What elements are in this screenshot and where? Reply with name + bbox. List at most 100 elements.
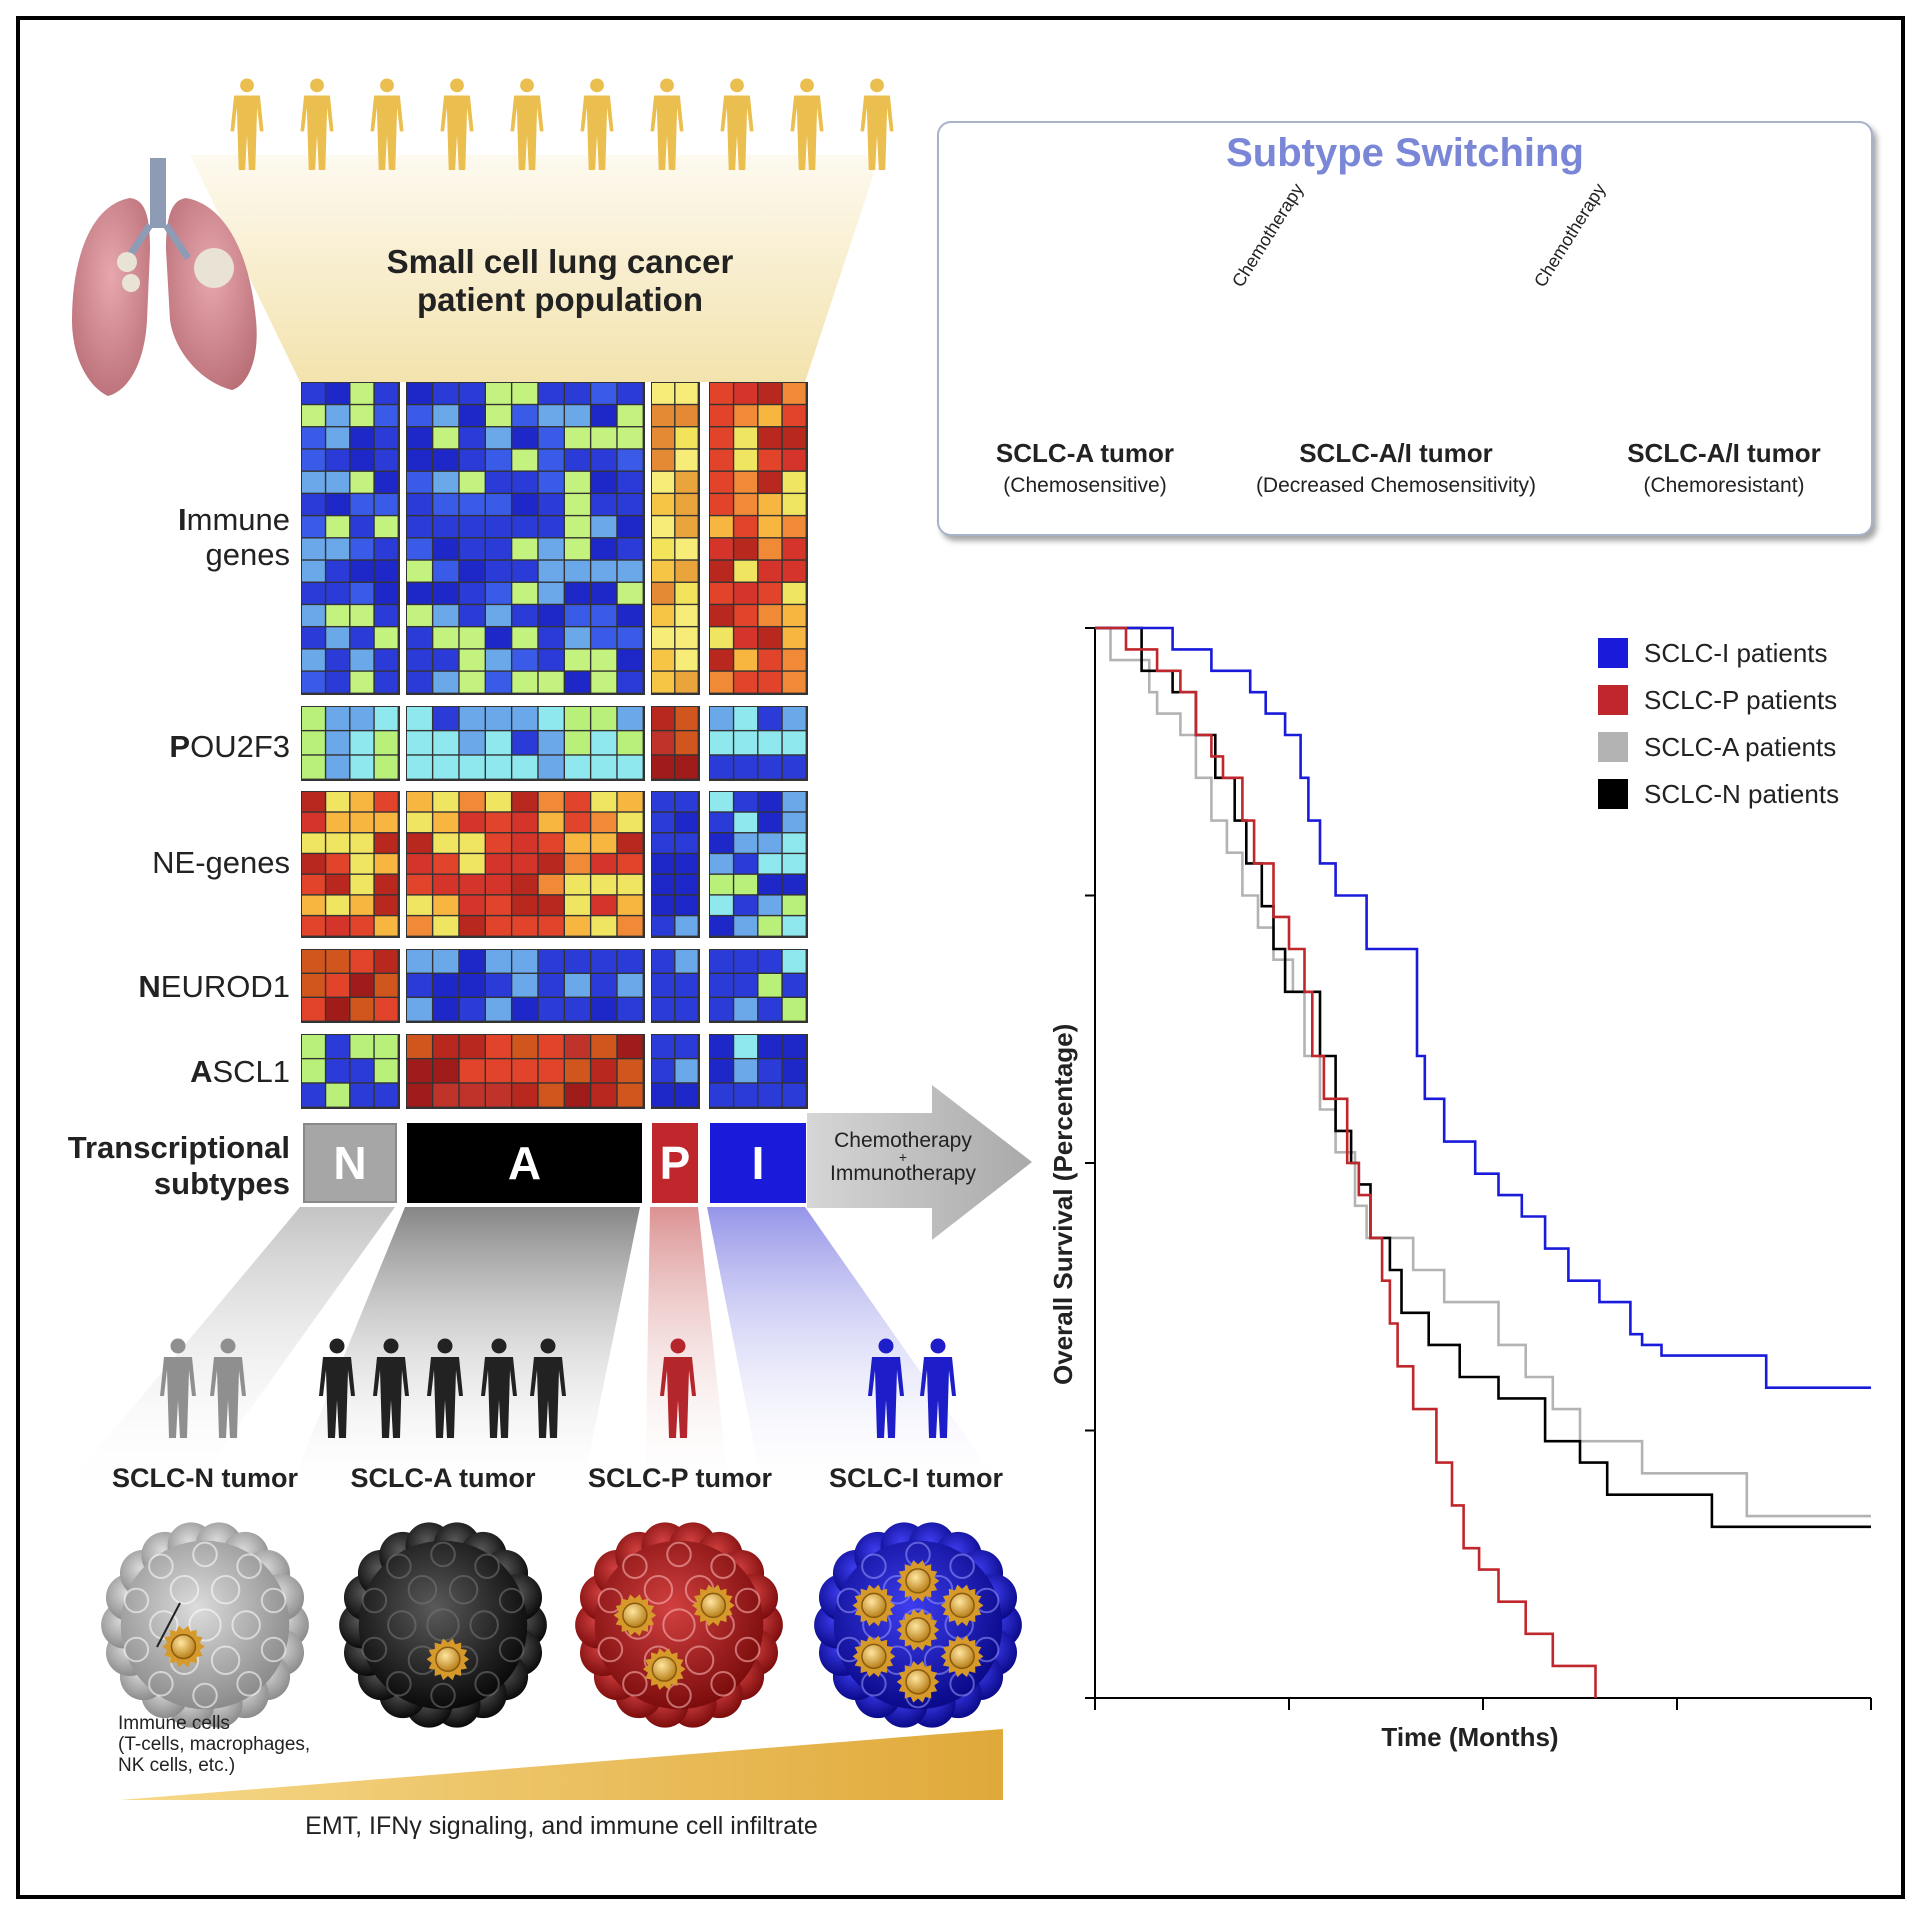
heatmap-cell (617, 731, 643, 755)
heatmap-cell (512, 1035, 538, 1058)
heatmap-cell (512, 627, 538, 649)
immune-note-line3: NK cells, etc.) (118, 1755, 236, 1776)
row-label-ne-genes: NE-genes (10, 845, 290, 881)
heatmap-cell (734, 916, 758, 936)
row-label-ascl1-rest: SCL1 (212, 1054, 290, 1089)
patient-figure-p (660, 1338, 696, 1438)
lungs-icon (72, 158, 257, 396)
heatmap-cell (782, 449, 806, 471)
heatmap-cell (758, 560, 782, 582)
heatmap-cell (538, 582, 564, 604)
heatmap-cell (617, 874, 643, 895)
heatmap-cell (591, 1059, 617, 1083)
heatmap-cell (734, 516, 758, 538)
heatmap-cell (459, 812, 485, 833)
heatmap-cell (782, 582, 806, 604)
heatmap-cell (758, 950, 782, 973)
heatmap-cell (459, 494, 485, 515)
heatmap-cell (407, 895, 432, 915)
heatmap-cell (407, 649, 432, 671)
heatmap-cell (433, 916, 459, 936)
heatmap-cell (459, 649, 485, 671)
heatmap-cell (758, 1035, 782, 1058)
y-axis-label: Overall Survival (Percentage) (1048, 1023, 1078, 1385)
heatmap-cell (565, 1059, 590, 1083)
heatmap-cell (538, 874, 564, 895)
heatmap-cell (512, 1059, 538, 1083)
heatmap-cell (407, 1083, 432, 1107)
heatmap-cell (512, 538, 538, 560)
tumor-label-i: SCLC-I tumor (829, 1463, 1003, 1493)
heatmap-cell (675, 755, 698, 779)
heatmap-cell (433, 731, 459, 755)
heatmap-cell (459, 854, 485, 874)
heatmap-cell (374, 731, 398, 755)
heatmap-cell (675, 538, 698, 560)
tumor-label-p: SCLC-P tumor (587, 1463, 772, 1493)
heatmap-cell (652, 560, 675, 582)
heatmap-cell (486, 792, 511, 812)
heatmap-cell (407, 874, 432, 895)
legend-item-sclc-i: SCLC-I patients (1598, 637, 1828, 669)
heatmap-cell (565, 916, 590, 936)
heatmap-cell (326, 560, 350, 582)
heatmap-cell (374, 671, 398, 693)
heatmap-cell (512, 383, 538, 404)
heatmap-cell (512, 974, 538, 997)
heatmap-cell (302, 950, 325, 973)
heatmap-cell (617, 582, 643, 604)
heatmap-cell (459, 895, 485, 915)
heatmap-cell (782, 755, 806, 779)
heatmap-cell (758, 895, 782, 915)
heatmap-cell (617, 538, 643, 560)
heatmap-cell (486, 998, 511, 1021)
row-label-neurod1-initial: N (138, 969, 161, 1004)
heatmap-cell (617, 950, 643, 973)
heatmap-cell (302, 405, 325, 427)
row-label-ascl1: ASCL1 (10, 1054, 290, 1090)
heatmap-cell (407, 627, 432, 649)
heatmap-cell (302, 671, 325, 693)
heatmap-cell (710, 1059, 733, 1083)
heatmap-cell (407, 449, 432, 471)
heatmap-cell (591, 538, 617, 560)
heatmap-cell (433, 1035, 459, 1058)
heatmap-cell (617, 405, 643, 427)
heatmap-cell (758, 671, 782, 693)
heatmap-cell (591, 707, 617, 730)
heatmap-cell (710, 792, 733, 812)
heatmap-cell (652, 516, 675, 538)
heatmap-cell (565, 792, 590, 812)
heatmap-cell (433, 671, 459, 693)
heatmap-cell (433, 755, 459, 779)
heatmap-cell (565, 1035, 590, 1058)
heatmap-cell (486, 494, 511, 515)
heatmap-cell (675, 707, 698, 730)
heatmap-cell (617, 1059, 643, 1083)
heatmap-cell (512, 895, 538, 915)
heatmap-cell (734, 755, 758, 779)
heatmap-cell (512, 998, 538, 1021)
heatmap-cell (433, 383, 459, 404)
heatmap-cell (374, 627, 398, 649)
heatmap-cell (486, 449, 511, 471)
heatmap-cell (407, 538, 432, 560)
switch-stage-2-name: SCLC-A/I tumor (1299, 438, 1493, 468)
heatmap-cell (617, 383, 643, 404)
heatmap-cell (617, 792, 643, 812)
heatmap-cell (565, 950, 590, 973)
heatmap-cell (758, 405, 782, 427)
heatmap-cell (538, 792, 564, 812)
heatmap-cell (782, 405, 806, 427)
heatmap-cell (675, 649, 698, 671)
heatmap-cell (710, 974, 733, 997)
heatmap-cell (734, 707, 758, 730)
legend-swatch-sclc-p (1598, 685, 1628, 715)
heatmap-cell (326, 874, 350, 895)
heatmap-cell (652, 405, 675, 427)
heatmap-cell (459, 833, 485, 853)
heatmap-cell (326, 494, 350, 515)
row-label-ascl1-initial: A (190, 1054, 213, 1089)
patient-figure-i (920, 1338, 956, 1438)
patient-figure (230, 78, 264, 170)
